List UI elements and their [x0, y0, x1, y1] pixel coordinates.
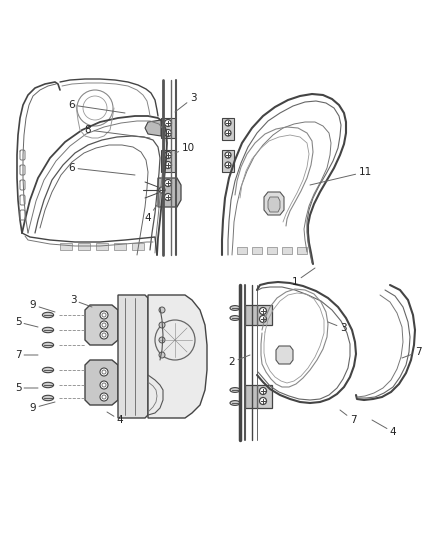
- Polygon shape: [161, 118, 175, 138]
- Polygon shape: [222, 150, 234, 172]
- Circle shape: [100, 331, 108, 339]
- Circle shape: [259, 387, 266, 394]
- Ellipse shape: [230, 401, 240, 406]
- Text: 5: 5: [15, 317, 38, 327]
- Text: 3: 3: [70, 295, 92, 307]
- Polygon shape: [245, 385, 257, 408]
- Circle shape: [259, 316, 266, 322]
- Polygon shape: [282, 247, 292, 254]
- Ellipse shape: [230, 387, 240, 392]
- Ellipse shape: [42, 395, 53, 401]
- Circle shape: [225, 152, 231, 158]
- Polygon shape: [264, 192, 284, 215]
- Polygon shape: [257, 305, 272, 325]
- Text: 9: 9: [30, 300, 55, 312]
- Polygon shape: [85, 360, 118, 405]
- Circle shape: [100, 381, 108, 389]
- Polygon shape: [297, 247, 307, 254]
- Circle shape: [159, 322, 165, 328]
- Ellipse shape: [42, 382, 53, 387]
- Text: 6: 6: [69, 163, 135, 175]
- Ellipse shape: [42, 327, 53, 333]
- Polygon shape: [60, 243, 72, 250]
- Polygon shape: [96, 243, 108, 250]
- Polygon shape: [158, 178, 181, 207]
- Text: 5: 5: [15, 383, 38, 393]
- Circle shape: [100, 368, 108, 376]
- Polygon shape: [252, 247, 262, 254]
- Circle shape: [225, 130, 231, 136]
- Text: 11: 11: [310, 167, 371, 185]
- Text: 7: 7: [402, 347, 421, 358]
- Text: 4: 4: [145, 205, 157, 223]
- Circle shape: [100, 393, 108, 401]
- Circle shape: [225, 120, 231, 126]
- Circle shape: [159, 352, 165, 358]
- Polygon shape: [145, 120, 161, 136]
- Polygon shape: [78, 243, 90, 250]
- Circle shape: [165, 130, 172, 136]
- Text: 1: 1: [292, 268, 315, 287]
- Text: 8: 8: [85, 125, 150, 138]
- Circle shape: [259, 308, 266, 314]
- Polygon shape: [132, 243, 144, 250]
- Text: 6: 6: [69, 100, 125, 113]
- Polygon shape: [148, 295, 207, 418]
- Polygon shape: [85, 305, 118, 345]
- Text: 3: 3: [175, 93, 196, 112]
- Circle shape: [165, 119, 172, 126]
- Circle shape: [165, 193, 172, 200]
- Circle shape: [259, 398, 266, 405]
- Polygon shape: [276, 346, 293, 364]
- Polygon shape: [245, 305, 257, 325]
- Circle shape: [100, 321, 108, 329]
- Polygon shape: [161, 150, 175, 172]
- Polygon shape: [268, 197, 280, 212]
- Circle shape: [159, 187, 165, 193]
- Text: 7: 7: [340, 410, 356, 425]
- Circle shape: [165, 161, 172, 168]
- Circle shape: [159, 337, 165, 343]
- Circle shape: [165, 180, 172, 187]
- Text: 2: 2: [229, 355, 250, 367]
- Circle shape: [225, 162, 231, 168]
- Polygon shape: [237, 247, 247, 254]
- Ellipse shape: [230, 316, 240, 320]
- Polygon shape: [114, 243, 126, 250]
- Text: 4: 4: [372, 420, 396, 437]
- Ellipse shape: [42, 342, 53, 348]
- Text: 7: 7: [15, 350, 38, 360]
- Polygon shape: [257, 385, 272, 408]
- Text: 9: 9: [30, 402, 55, 413]
- Ellipse shape: [42, 367, 53, 373]
- Ellipse shape: [42, 312, 53, 318]
- Polygon shape: [267, 247, 277, 254]
- Circle shape: [100, 311, 108, 319]
- Ellipse shape: [230, 305, 240, 310]
- Circle shape: [165, 151, 172, 158]
- Polygon shape: [222, 118, 234, 140]
- Polygon shape: [118, 295, 148, 418]
- Text: 3: 3: [328, 322, 346, 333]
- Text: 10: 10: [175, 143, 194, 153]
- Circle shape: [159, 307, 165, 313]
- Text: 4: 4: [107, 412, 124, 425]
